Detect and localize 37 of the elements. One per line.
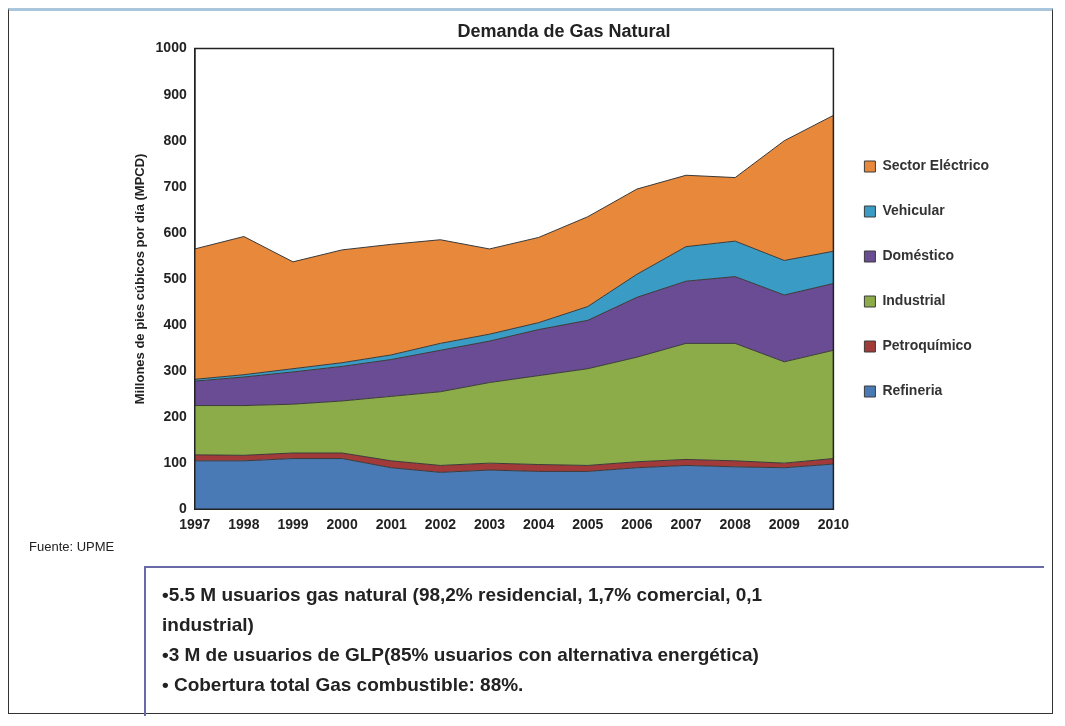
y-tick-label: 0: [178, 500, 187, 517]
x-tick-label: 2009: [768, 516, 801, 533]
x-tick-label: 2010: [817, 516, 850, 533]
text: •5.5 M usuarios gas natural (98,2% residencial, 1,7% comercial, 0,1 industrial): [162, 583, 764, 637]
legend-label: Doméstico: [882, 247, 954, 264]
x-tick-label: 2001: [375, 516, 408, 533]
x-tick-label: 1998: [228, 516, 260, 533]
legend-label: Sector Eléctrico: [882, 157, 990, 174]
text: • Cobertura total Gas combustible: 88%.: [162, 673, 525, 697]
source-note: Fuente: UPME: [29, 539, 115, 554]
y-tick-label: 500: [163, 269, 187, 286]
y-tick-label: 600: [163, 223, 187, 240]
y-tick-label: 300: [163, 361, 187, 378]
chart-title: Demanda de Gas Natural: [457, 20, 671, 41]
y-tick-label: 900: [163, 85, 187, 102]
legend-label: Vehicular: [882, 202, 946, 219]
x-tick-label: 2007: [670, 516, 702, 533]
text: •3 M de usuarios de GLP(85% usuarios con alternativa energética): [162, 643, 760, 667]
legend-label: Industrial: [882, 292, 946, 309]
x-tick-label: 2006: [621, 516, 653, 533]
x-tick-label: 2008: [719, 516, 751, 533]
x-tick-label: 2000: [326, 516, 358, 533]
legend-label: Petroquímico: [882, 337, 972, 354]
x-tick-label: 2003: [473, 516, 506, 533]
x-tick-label: 1999: [277, 516, 309, 533]
legend-label: Refineria: [882, 382, 943, 399]
y-tick-label: 1000: [155, 39, 187, 56]
x-tick-label: 2005: [572, 516, 604, 533]
x-tick-label: 2002: [424, 516, 457, 533]
y-tick-label: 400: [163, 315, 187, 332]
y-tick-label: 700: [163, 177, 187, 194]
x-tick-label: 2004: [523, 516, 555, 533]
y-tick-label: 100: [163, 454, 187, 470]
y-tick-label: 800: [163, 131, 187, 148]
x-tick-label: 1997: [179, 516, 211, 533]
y-tick-label: 200: [163, 407, 187, 424]
y-axis-title: Millones de pies cúbicos por día (MPCD): [132, 153, 148, 405]
